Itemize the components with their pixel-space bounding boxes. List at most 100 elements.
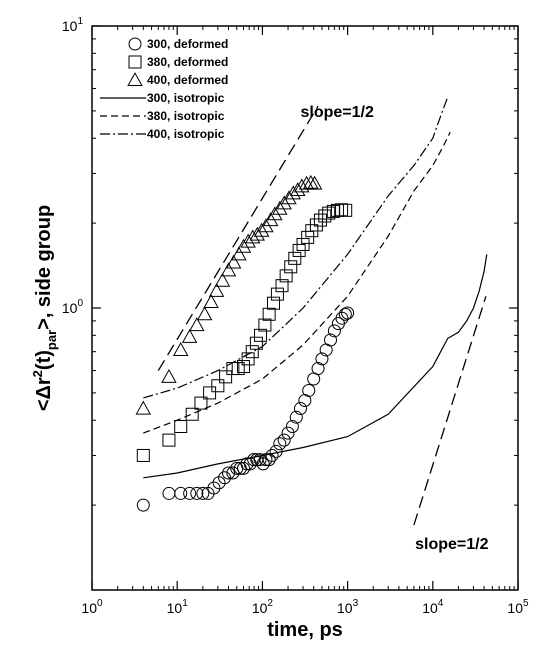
slope-annotation: slope=1/2 xyxy=(300,104,373,121)
y-axis-label-part: <Δr xyxy=(33,377,55,411)
data-point-square xyxy=(288,251,302,265)
data-point-square xyxy=(330,203,344,217)
data-point-circle xyxy=(196,486,210,500)
data-point-triangle xyxy=(189,317,205,332)
y-tick-label: 101 xyxy=(62,16,84,34)
data-point-triangle xyxy=(298,175,315,190)
data-point-square xyxy=(194,396,208,410)
legend-entry-label: 380, isotropic xyxy=(147,109,225,123)
data-point-square xyxy=(136,448,150,462)
data-point-square xyxy=(231,362,245,376)
series-line xyxy=(143,131,451,434)
data-point-square xyxy=(241,352,255,366)
x-tick-label-exp: 3 xyxy=(353,598,359,609)
data-point-square xyxy=(254,328,268,342)
x-tick-label: 105 xyxy=(507,598,529,616)
annotations: slope=1/2 slope=1/2 xyxy=(300,104,488,553)
data-point-triangle xyxy=(306,175,323,190)
data-point-square xyxy=(313,213,327,227)
data-point-square xyxy=(309,218,323,232)
data-point-circle xyxy=(218,471,232,485)
data-point-triangle xyxy=(203,294,219,309)
series-lines xyxy=(143,96,488,479)
data-point-triangle xyxy=(281,190,297,205)
data-point-circle xyxy=(207,481,221,495)
data-point-circle xyxy=(221,466,235,480)
x-tick-label-exp: 4 xyxy=(438,598,444,609)
data-point-circle xyxy=(236,461,250,475)
legend-entry-label: 400, isotropic xyxy=(147,127,225,141)
data-point-triangle xyxy=(253,222,270,237)
y-axis-label: <Δr2(t)par>, side group xyxy=(30,205,59,411)
y-axis-label-part: >, side group xyxy=(33,205,55,330)
data-point-circle xyxy=(311,362,325,376)
series-markers xyxy=(135,174,355,512)
legend: 300, deformed 380, deformed 400, deformed 3… xyxy=(100,37,228,141)
y-axis-label-part: par xyxy=(44,330,59,350)
data-point-square xyxy=(128,55,142,69)
y-tick-label-exp: 1 xyxy=(77,16,83,27)
data-point-square xyxy=(249,336,263,350)
series-line xyxy=(143,254,488,479)
data-point-square xyxy=(267,296,281,310)
legend-entry-label: 400, deformed xyxy=(147,73,228,87)
data-point-triangle xyxy=(240,233,256,248)
legend-entry-label: 380, deformed xyxy=(147,55,228,69)
data-point-circle xyxy=(302,383,316,397)
data-point-circle xyxy=(128,37,142,51)
data-point-triangle xyxy=(225,254,242,269)
data-point-square xyxy=(335,203,349,217)
legend-entry-label: 300, isotropic xyxy=(147,91,225,105)
data-point-triangle xyxy=(161,368,177,383)
slope-reference-line xyxy=(157,105,319,371)
data-point-circle xyxy=(269,444,283,458)
x-tick-label: 100 xyxy=(81,598,103,616)
data-point-circle xyxy=(327,324,341,338)
data-point-triangle xyxy=(127,72,143,87)
data-point-triangle xyxy=(181,328,198,343)
data-point-circle xyxy=(293,402,307,416)
data-point-circle xyxy=(277,433,291,447)
y-axis-label-part: (t) xyxy=(33,350,55,370)
x-tick-label: 103 xyxy=(337,598,359,616)
x-tick-label: 104 xyxy=(422,598,444,616)
data-point-square xyxy=(185,407,199,421)
data-point-triangle xyxy=(135,400,152,415)
data-point-triangle xyxy=(214,272,231,287)
data-point-circle xyxy=(273,437,287,451)
legend-entry-label: 300, deformed xyxy=(147,37,228,51)
data-point-square xyxy=(279,269,293,283)
data-point-square xyxy=(174,420,188,434)
y-tick-label-exp: 0 xyxy=(77,298,83,309)
data-point-square xyxy=(296,237,310,251)
slope-reference-line xyxy=(413,296,487,526)
data-point-circle xyxy=(136,498,150,512)
data-point-circle xyxy=(174,486,188,500)
data-point-square xyxy=(258,318,272,332)
data-point-circle xyxy=(289,410,303,424)
x-axis-label: time, ps xyxy=(267,619,343,641)
data-point-square xyxy=(219,370,233,384)
y-axis-label-part: 2 xyxy=(30,370,45,377)
x-tick-label-base: 10 xyxy=(81,600,97,616)
data-point-circle xyxy=(338,307,352,321)
data-point-square xyxy=(318,209,332,223)
x-tick-label-exp: 1 xyxy=(182,598,188,609)
y-tick-label-base: 10 xyxy=(62,300,78,316)
x-tick-label-exp: 2 xyxy=(267,598,273,609)
data-point-square xyxy=(275,279,289,293)
data-point-triangle xyxy=(303,174,319,189)
x-tick-label-base: 10 xyxy=(422,600,438,616)
data-point-square xyxy=(339,203,353,217)
data-point-triangle xyxy=(267,206,283,221)
data-point-square xyxy=(245,345,259,359)
series-line xyxy=(143,96,449,399)
x-tick-label-base: 10 xyxy=(252,600,268,616)
data-point-triangle xyxy=(285,185,301,200)
data-point-circle xyxy=(183,486,197,500)
data-point-triangle xyxy=(196,306,213,321)
x-tick-label: 101 xyxy=(167,598,189,616)
data-point-square xyxy=(262,307,276,321)
